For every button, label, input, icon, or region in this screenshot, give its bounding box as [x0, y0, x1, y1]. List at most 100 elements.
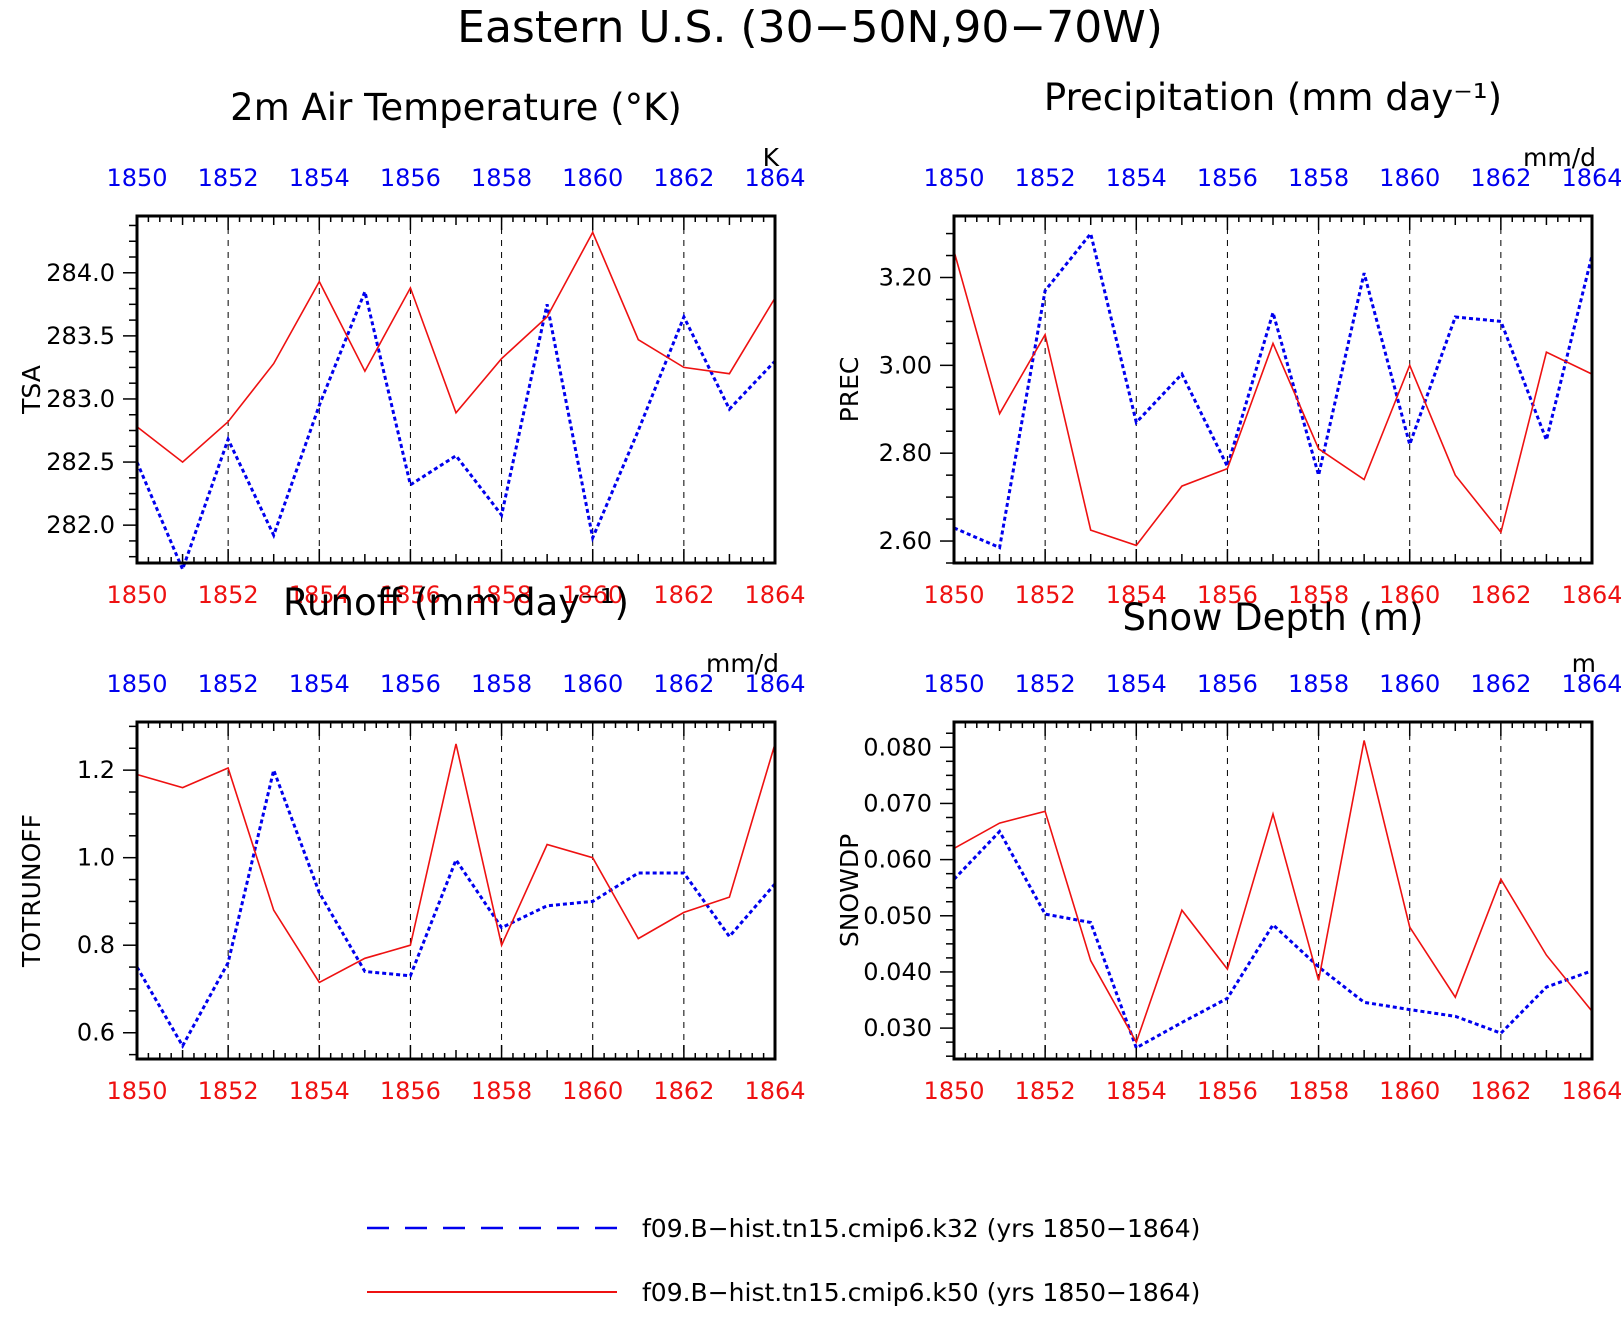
x-tick-label-top: 1864: [1561, 670, 1621, 698]
y-tick-label: 2.60: [879, 527, 932, 555]
panel-prec: Precipitation (mm day⁻¹) mm/d PREC 1850 1850…: [835, 76, 1621, 609]
series-k32-line: [135, 286, 777, 574]
x-tick-label-bottom: 1852: [198, 1077, 259, 1105]
x-tick-label-bottom: 1854: [289, 581, 350, 609]
y-tick-label: 0.060: [863, 846, 932, 874]
x-tick-label-top: 1860: [562, 164, 623, 192]
x-tick-label-bottom: 1864: [744, 1077, 805, 1105]
y-tick-label: 282.0: [46, 511, 115, 539]
x-tick-label-bottom: 1850: [106, 1077, 167, 1105]
x-tick-label-bottom: 1858: [471, 581, 532, 609]
x-tick-label-top: 1864: [1561, 164, 1621, 192]
panel-tsa: 2m Air Temperature (°K) K TSA 1850 1850 1852 1…: [17, 86, 806, 609]
y-tick-label: 3.00: [879, 351, 932, 379]
x-tick-label-bottom: 1854: [1106, 1077, 1167, 1105]
x-tick-label-top: 1862: [653, 164, 714, 192]
series-k50-line: [953, 740, 1593, 1045]
units-label: m: [1572, 649, 1596, 678]
units-label: K: [763, 143, 780, 172]
y-axis-label: TOTRUNOFF: [17, 814, 46, 968]
x-tick-label-bottom: 1858: [1288, 1077, 1349, 1105]
x-tick-label-top: 1858: [1288, 164, 1349, 192]
x-tick-label-top: 1860: [1379, 670, 1440, 698]
panel-title: Precipitation (mm day⁻¹): [1044, 76, 1502, 119]
x-tick-label-bottom: 1860: [562, 581, 623, 609]
y-tick-label: 1.2: [77, 756, 115, 784]
x-tick-label-bottom: 1864: [1561, 1077, 1621, 1105]
panel-title: Snow Depth (m): [1123, 596, 1424, 639]
x-tick-label-top: 1862: [1470, 164, 1531, 192]
x-tick-label-top: 1854: [1106, 164, 1167, 192]
x-tick-label-top: 1858: [471, 670, 532, 698]
figure-title: Eastern U.S. (30−50N,90−70W): [457, 2, 1163, 53]
x-tick-label-bottom: 1850: [923, 1077, 984, 1105]
x-tick-label-top: 1856: [1197, 670, 1258, 698]
y-axis-label: TSA: [17, 365, 46, 415]
y-tick-label: 0.050: [863, 902, 932, 930]
y-tick-label: 283.0: [46, 385, 115, 413]
x-tick-label-bottom: 1854: [1106, 581, 1167, 609]
x-tick-label-bottom: 1860: [562, 1077, 623, 1105]
y-tick-label: 283.5: [46, 322, 115, 350]
x-tick-label-top: 1860: [562, 670, 623, 698]
x-tick-label-top: 1862: [653, 670, 714, 698]
x-tick-label-top: 1854: [289, 670, 350, 698]
y-axis-label: PREC: [835, 357, 864, 423]
y-tick-label: 2.80: [879, 439, 932, 467]
y-tick-label: 282.5: [46, 448, 115, 476]
x-tick-label-top: 1854: [289, 164, 350, 192]
x-tick-label-bottom: 1864: [744, 581, 805, 609]
series-k32-line: [135, 764, 777, 1049]
x-tick-label-bottom: 1850: [106, 581, 167, 609]
panel-title: Runoff (mm day⁻¹): [283, 581, 629, 624]
units-label: mm/d: [706, 649, 779, 678]
x-tick-label-bottom: 1856: [1197, 1077, 1258, 1105]
x-tick-label-top: 1856: [380, 670, 441, 698]
series-k50-line: [136, 743, 776, 984]
x-tick-label-bottom: 1856: [1197, 581, 1258, 609]
y-tick-label: 0.080: [863, 733, 932, 761]
x-tick-label-bottom: 1850: [923, 581, 984, 609]
x-tick-label-bottom: 1858: [471, 1077, 532, 1105]
y-tick-label: 1.0: [77, 844, 115, 872]
plot-frame: [135, 720, 777, 1061]
units-label: mm/d: [1523, 143, 1596, 172]
series-k50-line: [136, 230, 776, 464]
x-tick-label-top: 1864: [744, 670, 805, 698]
x-tick-label-top: 1850: [106, 164, 167, 192]
panel-title: 2m Air Temperature (°K): [230, 86, 682, 129]
x-tick-label-bottom: 1862: [1470, 581, 1531, 609]
y-tick-label: 3.20: [879, 263, 932, 291]
x-tick-label-bottom: 1852: [198, 581, 259, 609]
y-tick-label: 0.8: [77, 931, 115, 959]
x-tick-label-bottom: 1852: [1015, 1077, 1076, 1105]
x-tick-label-bottom: 1860: [1379, 1077, 1440, 1105]
x-tick-label-top: 1850: [106, 670, 167, 698]
series-k50-line: [953, 250, 1593, 547]
x-tick-label-top: 1862: [1470, 670, 1531, 698]
legend: f09.B−hist.tn15.cmip6.k32 (yrs 1850−1864…: [367, 1214, 1200, 1307]
legend-k50-label: f09.B−hist.tn15.cmip6.k50 (yrs 1850−1864…: [642, 1278, 1200, 1307]
x-tick-label-top: 1854: [1106, 670, 1167, 698]
x-tick-label-bottom: 1858: [1288, 581, 1349, 609]
plot-frame: [952, 214, 1594, 565]
x-tick-label-top: 1864: [744, 164, 805, 192]
panel-snowdp: Snow Depth (m) m SNOWDP 1850 1850 1852 1852 185…: [835, 596, 1621, 1105]
y-tick-label: 0.040: [863, 958, 932, 986]
x-tick-label-bottom: 1856: [380, 581, 441, 609]
y-tick-label: 0.030: [863, 1014, 932, 1042]
x-tick-label-top: 1850: [923, 164, 984, 192]
series-k32-line: [952, 828, 1593, 1050]
x-tick-label-top: 1852: [198, 670, 259, 698]
legend-k32-label: f09.B−hist.tn15.cmip6.k32 (yrs 1850−1864…: [642, 1214, 1200, 1243]
x-tick-label-top: 1860: [1379, 164, 1440, 192]
x-tick-label-bottom: 1864: [1561, 581, 1621, 609]
x-tick-label-bottom: 1862: [653, 1077, 714, 1105]
x-tick-label-bottom: 1854: [289, 1077, 350, 1105]
x-tick-label-top: 1858: [1288, 670, 1349, 698]
x-tick-label-top: 1852: [1015, 670, 1076, 698]
x-tick-label-top: 1858: [471, 164, 532, 192]
y-tick-label: 0.070: [863, 789, 932, 817]
x-tick-label-bottom: 1862: [1470, 1077, 1531, 1105]
